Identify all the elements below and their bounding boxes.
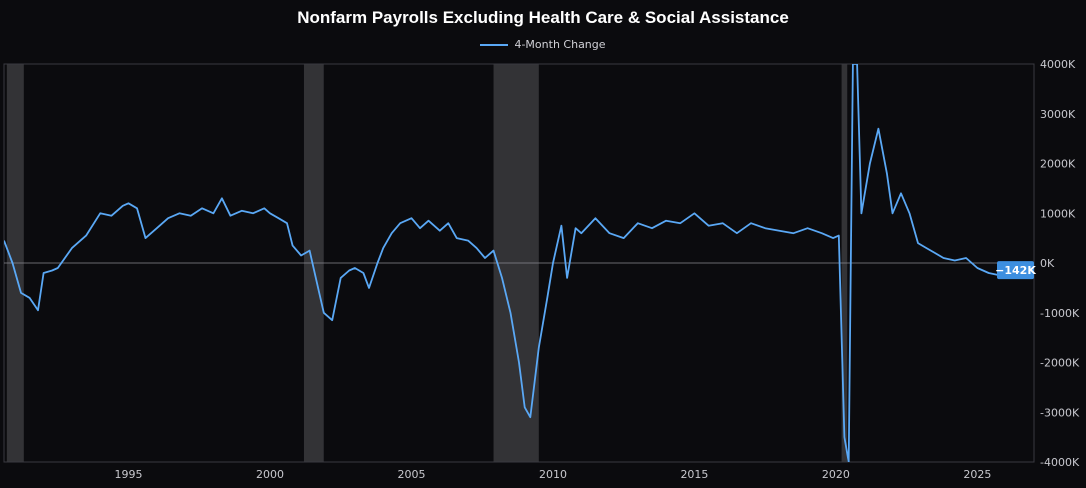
y-tick-label-6: -2000K [1040, 357, 1080, 370]
y-tick-label-3: 1000K [1040, 207, 1076, 220]
last-value-marker: −142K [995, 261, 1036, 280]
y-tick-label-2: 2000K [1040, 158, 1076, 171]
y-tick-label-0: 4000K [1040, 58, 1076, 71]
series-line-4-month-change [4, 64, 1009, 462]
chart-title: Nonfarm Payrolls Excluding Health Care &… [297, 8, 789, 27]
last-value-badge [997, 261, 1034, 280]
last-value-label: −142K [995, 264, 1036, 277]
y-tick-label-5: -1000K [1040, 307, 1080, 320]
x-tick-label-2020: 2020 [822, 468, 850, 481]
x-tick-label-2025: 2025 [963, 468, 991, 481]
y-tick-label-8: -4000K [1040, 456, 1080, 469]
legend-swatch [480, 43, 509, 46]
x-tick-label-2000: 2000 [256, 468, 284, 481]
y-axis: 4000K 3000K 2000K 1000K 0K -1000K -2000K -3000K… [1040, 58, 1080, 469]
x-axis: 1995 2000 2005 2010 2015 2020 2025 [115, 468, 992, 481]
x-tick-label-2015: 2015 [680, 468, 708, 481]
x-tick-label-2005: 2005 [397, 468, 425, 481]
y-tick-label-7: -3000K [1040, 406, 1080, 419]
legend-label: 4-Month Change [514, 38, 606, 51]
x-tick-label-1995: 1995 [115, 468, 143, 481]
y-tick-label-1: 3000K [1040, 108, 1076, 121]
x-tick-label-2010: 2010 [539, 468, 567, 481]
y-tick-label-4: 0K [1040, 257, 1055, 270]
legend: 4-Month Change [0, 38, 1086, 51]
series-layer [4, 64, 1009, 462]
